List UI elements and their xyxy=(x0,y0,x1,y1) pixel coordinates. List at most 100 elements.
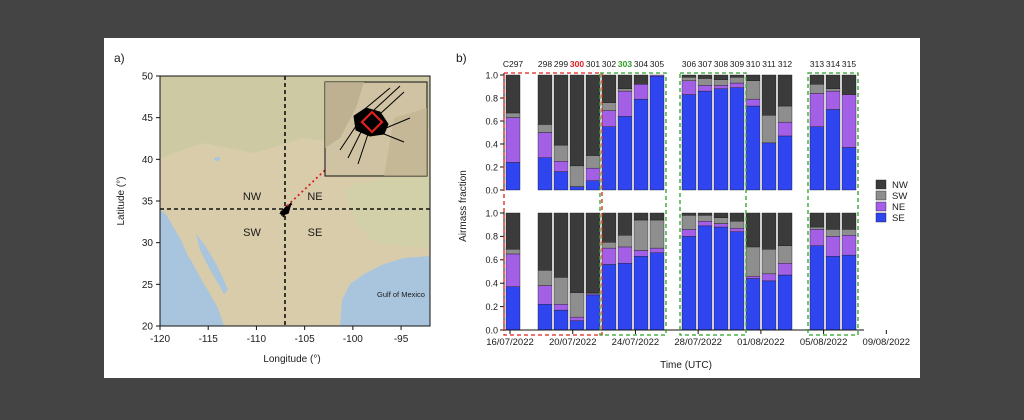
quadrant-label-nw: NW xyxy=(243,191,262,203)
bar-segment-nw xyxy=(761,212,777,250)
bar-segment-se xyxy=(537,157,553,191)
bar-segment-se xyxy=(777,274,793,331)
map-x-tick-label: -105 xyxy=(295,334,315,345)
bar-segment-se xyxy=(825,109,841,191)
bar-segment-nw xyxy=(537,74,553,125)
bar-segment-nw xyxy=(681,212,697,216)
bar-segment-nw xyxy=(809,74,825,85)
bar-segment-se xyxy=(713,226,729,331)
bar-segment-sw xyxy=(617,88,633,92)
bar-segment-se xyxy=(601,264,617,331)
bar-segment-nw xyxy=(537,212,553,271)
map-y-tick-label: 50 xyxy=(142,72,154,83)
bar-segment-nw xyxy=(569,212,585,293)
bar-segment-sw xyxy=(745,80,761,100)
trajectory-cluster xyxy=(279,202,293,218)
site-diamond-marker xyxy=(360,110,384,134)
bar-segment-ne xyxy=(713,223,729,228)
bar-segment-nw xyxy=(569,74,585,167)
bar-segment-nw xyxy=(841,212,857,230)
bar-segment-sw xyxy=(681,215,697,230)
bar-segment-nw xyxy=(713,212,729,218)
bar-segment-nw xyxy=(617,74,633,90)
bar-segment-nw xyxy=(585,212,601,293)
bar-segment-se xyxy=(585,294,601,331)
bar-segment-sw xyxy=(777,105,793,123)
map-x-tick-label: -115 xyxy=(199,334,219,345)
chart-y-tick-label: 1.0 xyxy=(485,208,498,218)
bar-segment-sw xyxy=(585,155,601,169)
bar-segment-nw xyxy=(649,212,665,221)
green-highlight-box-2 xyxy=(679,72,747,336)
bar-segment-se xyxy=(825,256,841,331)
bar-segment-nw xyxy=(553,74,569,146)
bar-segment-nw xyxy=(713,74,729,80)
bar-segment-se xyxy=(729,231,745,331)
bar-segment-sw xyxy=(713,79,729,86)
bar-segment-sw xyxy=(505,249,521,255)
flight-label: 311 xyxy=(762,59,776,69)
bar-segment-ne xyxy=(633,250,649,257)
map-x-axis-label: Longitude (°) xyxy=(263,354,320,365)
bar-segment-nw xyxy=(761,74,777,116)
bar-segment-sw xyxy=(569,292,585,318)
bar-segment-se xyxy=(537,304,553,331)
map-y-tick-label: 30 xyxy=(142,238,154,249)
bar-segment-sw xyxy=(777,245,793,264)
bar-segment-sw xyxy=(729,77,745,84)
legend-swatch-ne xyxy=(875,201,887,212)
map-y-axis-label: Latitude (°) xyxy=(116,176,127,225)
bar-segment-ne xyxy=(777,263,793,276)
bar-segment-nw xyxy=(601,212,617,243)
bar-segment-sw xyxy=(569,165,585,187)
quadrant-label-se: SE xyxy=(308,227,323,239)
map-x-tick-label: -100 xyxy=(343,334,363,345)
bar-segment-se xyxy=(617,116,633,191)
bar-segment-nw xyxy=(617,212,633,236)
bar-segment-ne xyxy=(745,98,761,107)
map-x-axis: -120 -115 -110 -105 -100 -95 xyxy=(150,326,409,345)
map-east-terrain xyxy=(344,168,430,248)
bar-segment-se xyxy=(841,254,857,331)
bar-segment-ne xyxy=(681,80,697,95)
bar-segment-se xyxy=(809,245,825,331)
bar-segment-nw xyxy=(777,212,793,246)
bar-segment-sw xyxy=(825,88,841,92)
bar-segment-sw xyxy=(825,229,841,237)
airmass-chart: 0.0 0.2 0.4 0.6 0.8 1.0 0.0 0.2 0.4 0.6 0.8 1.0 16/0… xyxy=(485,59,910,348)
bar-segment-ne xyxy=(825,236,841,257)
bar-segment-se xyxy=(841,147,857,191)
map-y-tick-label: 40 xyxy=(142,155,154,166)
map-y-tick-label: 20 xyxy=(142,322,154,333)
bar-segment-se xyxy=(553,309,569,331)
bar-segment-nw xyxy=(841,74,857,95)
bar-segment-ne xyxy=(729,82,745,88)
chart-y-tick-label: 0.2 xyxy=(485,162,498,172)
legend-label-se: SE xyxy=(892,213,905,224)
bar-segment-ne xyxy=(745,275,761,279)
bar-segment-nw xyxy=(633,74,649,85)
bar-segment-ne xyxy=(713,85,729,89)
flight-label: 302 xyxy=(602,59,616,69)
flight-label: 310 xyxy=(746,59,760,69)
bar-segment-sw xyxy=(809,226,825,230)
figure-panel: a) NW NE SW SE Gulf of Mexico xyxy=(104,38,920,378)
legend-swatch-nw xyxy=(875,179,887,190)
bar-segment-ne xyxy=(761,273,777,282)
map-gulf-of-mexico xyxy=(340,256,430,326)
inset-trajectories xyxy=(339,85,411,165)
bar-segment-ne xyxy=(841,235,857,256)
map-y-tick-label: 35 xyxy=(142,197,154,208)
chart-y-tick-label: 0.8 xyxy=(485,232,498,242)
legend-label-nw: NW xyxy=(892,180,908,191)
chart-y-tick-label: 0.0 xyxy=(485,185,498,195)
chart-x-date-label: 28/07/2022 xyxy=(674,337,722,348)
panel-b-label: b) xyxy=(456,51,467,65)
bar-segment-nw xyxy=(745,212,761,248)
chart-x-date-label: 20/07/2022 xyxy=(549,337,597,348)
flight-label: 308 xyxy=(714,59,728,69)
map-pacific-ocean xyxy=(160,210,224,326)
flight-label: C297 xyxy=(503,59,524,69)
chart-panel-lower: 0.0 0.2 0.4 0.6 0.8 1.0 xyxy=(485,208,857,335)
